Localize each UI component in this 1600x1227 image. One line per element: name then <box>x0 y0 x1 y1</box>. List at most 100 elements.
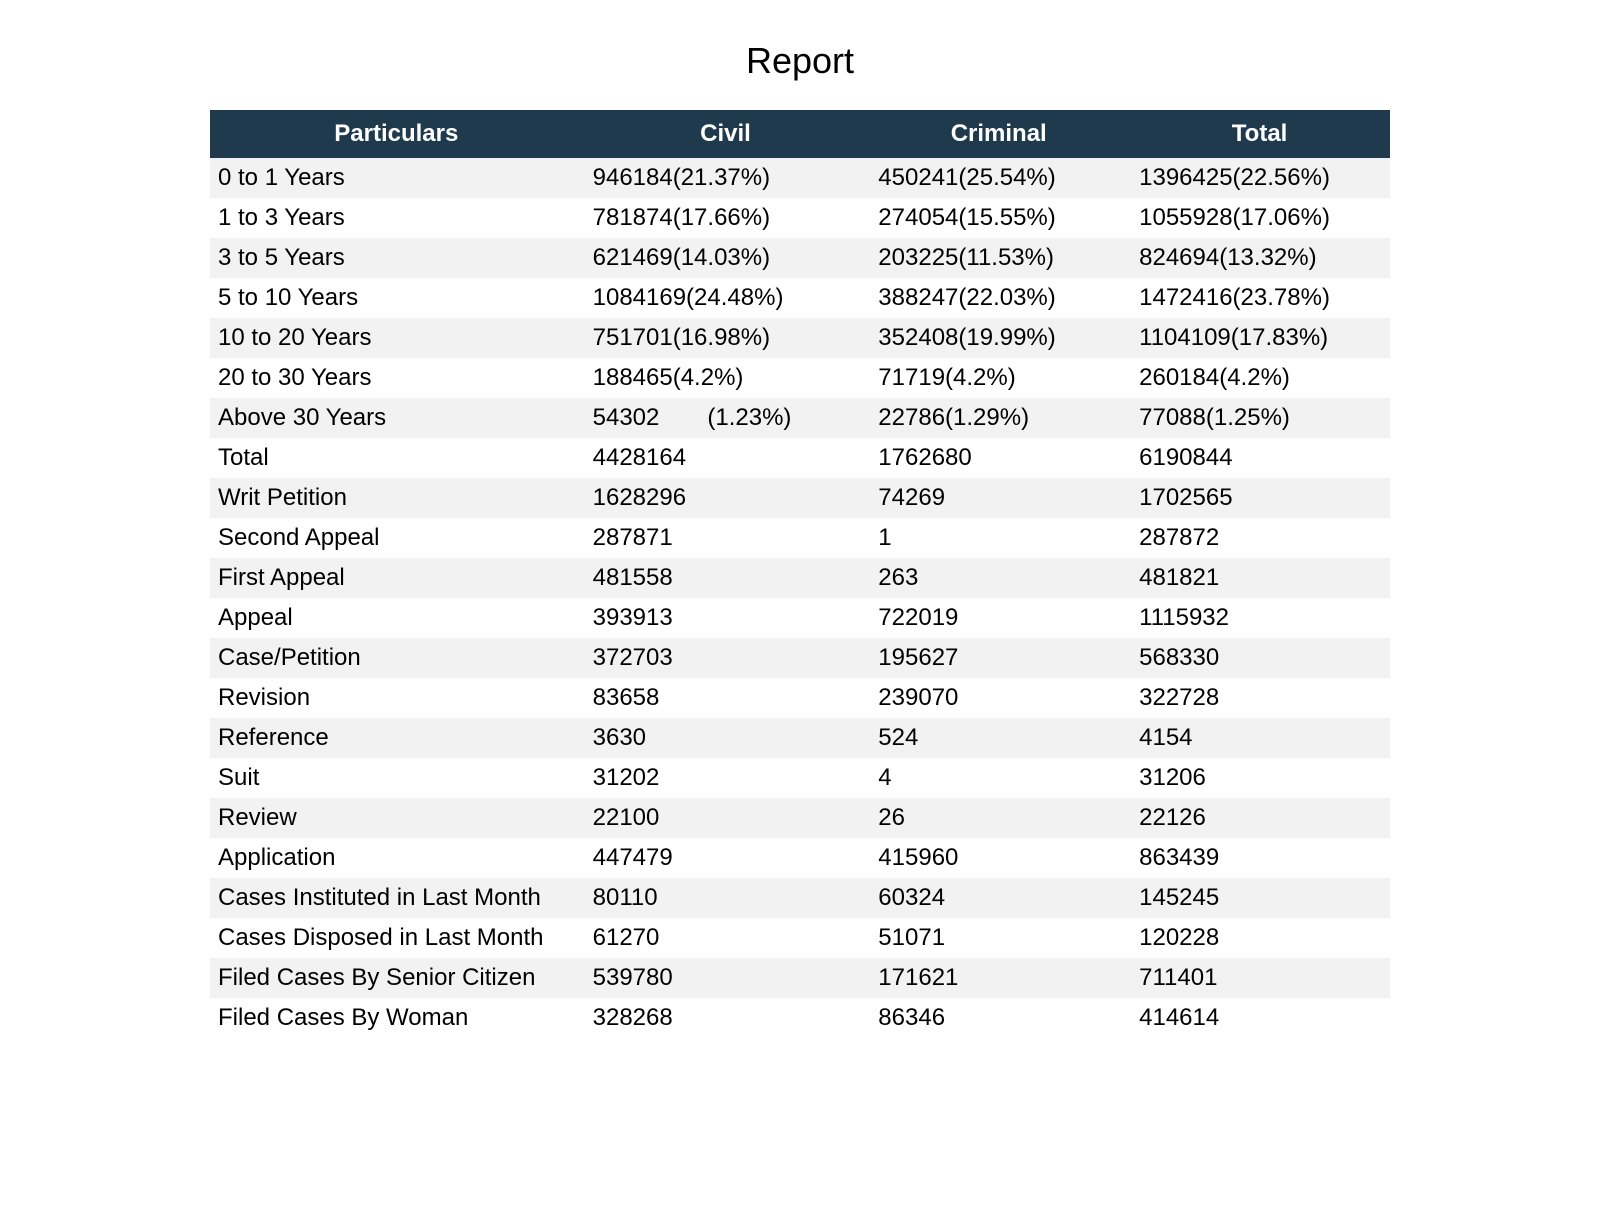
cell-particulars: Above 30 Years <box>210 398 583 438</box>
cell-total: 287872 <box>1129 518 1390 558</box>
header-particulars: Particulars <box>210 110 583 158</box>
table-row: 5 to 10 Years1084169(24.48%)388247(22.03… <box>210 278 1390 318</box>
table-row: Appeal3939137220191115932 <box>210 598 1390 638</box>
table-row: Writ Petition1628296742691702565 <box>210 478 1390 518</box>
cell-total: 1396425(22.56%) <box>1129 158 1390 198</box>
table-row: Above 30 Years54302 (1.23%)22786(1.29%)7… <box>210 398 1390 438</box>
cell-civil: 393913 <box>583 598 869 638</box>
cell-total: 414614 <box>1129 998 1390 1038</box>
cell-particulars: Total <box>210 438 583 478</box>
cell-total: 568330 <box>1129 638 1390 678</box>
cell-criminal: 1762680 <box>868 438 1129 478</box>
cell-particulars: Suit <box>210 758 583 798</box>
cell-criminal: 1 <box>868 518 1129 558</box>
cell-particulars: Filed Cases By Woman <box>210 998 583 1038</box>
cell-criminal: 263 <box>868 558 1129 598</box>
cell-particulars: 1 to 3 Years <box>210 198 583 238</box>
cell-civil: 83658 <box>583 678 869 718</box>
cell-criminal: 239070 <box>868 678 1129 718</box>
table-row: Case/Petition372703195627568330 <box>210 638 1390 678</box>
cell-criminal: 22786(1.29%) <box>868 398 1129 438</box>
cell-civil: 22100 <box>583 798 869 838</box>
cell-civil: 61270 <box>583 918 869 958</box>
cell-particulars: 20 to 30 Years <box>210 358 583 398</box>
table-row: Filed Cases By Senior Citizen53978017162… <box>210 958 1390 998</box>
cell-total: 31206 <box>1129 758 1390 798</box>
cell-particulars: Review <box>210 798 583 838</box>
table-row: Suit31202431206 <box>210 758 1390 798</box>
cell-total: 77088(1.25%) <box>1129 398 1390 438</box>
cell-civil: 4428164 <box>583 438 869 478</box>
cell-criminal: 203225(11.53%) <box>868 238 1129 278</box>
table-row: 3 to 5 Years621469(14.03%)203225(11.53%)… <box>210 238 1390 278</box>
cell-particulars: Cases Instituted in Last Month <box>210 878 583 918</box>
cell-civil: 287871 <box>583 518 869 558</box>
table-row: 0 to 1 Years946184(21.37%)450241(25.54%)… <box>210 158 1390 198</box>
table-row: Reference36305244154 <box>210 718 1390 758</box>
cell-total: 824694(13.32%) <box>1129 238 1390 278</box>
report-table: Particulars Civil Criminal Total 0 to 1 … <box>210 110 1390 1038</box>
cell-criminal: 274054(15.55%) <box>868 198 1129 238</box>
cell-particulars: Application <box>210 838 583 878</box>
cell-particulars: Appeal <box>210 598 583 638</box>
cell-particulars: Filed Cases By Senior Citizen <box>210 958 583 998</box>
report-container: Report Particulars Civil Criminal Total … <box>210 40 1390 1038</box>
cell-criminal: 51071 <box>868 918 1129 958</box>
cell-total: 4154 <box>1129 718 1390 758</box>
cell-civil: 31202 <box>583 758 869 798</box>
cell-civil: 328268 <box>583 998 869 1038</box>
cell-particulars: Case/Petition <box>210 638 583 678</box>
cell-criminal: 74269 <box>868 478 1129 518</box>
cell-total: 120228 <box>1129 918 1390 958</box>
cell-total: 1702565 <box>1129 478 1390 518</box>
cell-particulars: Reference <box>210 718 583 758</box>
cell-criminal: 4 <box>868 758 1129 798</box>
cell-particulars: Cases Disposed in Last Month <box>210 918 583 958</box>
table-row: 20 to 30 Years188465(4.2%)71719(4.2%)260… <box>210 358 1390 398</box>
cell-particulars: 0 to 1 Years <box>210 158 583 198</box>
cell-total: 1472416(23.78%) <box>1129 278 1390 318</box>
cell-particulars: First Appeal <box>210 558 583 598</box>
header-civil: Civil <box>583 110 869 158</box>
table-row: Review221002622126 <box>210 798 1390 838</box>
cell-total: 322728 <box>1129 678 1390 718</box>
cell-criminal: 450241(25.54%) <box>868 158 1129 198</box>
cell-criminal: 352408(19.99%) <box>868 318 1129 358</box>
cell-total: 711401 <box>1129 958 1390 998</box>
table-row: Cases Disposed in Last Month612705107112… <box>210 918 1390 958</box>
header-criminal: Criminal <box>868 110 1129 158</box>
cell-criminal: 171621 <box>868 958 1129 998</box>
report-title: Report <box>210 40 1390 82</box>
cell-particulars: 10 to 20 Years <box>210 318 583 358</box>
cell-criminal: 60324 <box>868 878 1129 918</box>
cell-civil: 539780 <box>583 958 869 998</box>
cell-total: 6190844 <box>1129 438 1390 478</box>
cell-criminal: 388247(22.03%) <box>868 278 1129 318</box>
cell-criminal: 86346 <box>868 998 1129 1038</box>
cell-civil: 621469(14.03%) <box>583 238 869 278</box>
cell-civil: 372703 <box>583 638 869 678</box>
cell-total: 145245 <box>1129 878 1390 918</box>
cell-criminal: 415960 <box>868 838 1129 878</box>
cell-particulars: Writ Petition <box>210 478 583 518</box>
cell-civil: 1084169(24.48%) <box>583 278 869 318</box>
cell-civil: 946184(21.37%) <box>583 158 869 198</box>
cell-particulars: 5 to 10 Years <box>210 278 583 318</box>
table-row: Filed Cases By Woman32826886346414614 <box>210 998 1390 1038</box>
cell-criminal: 524 <box>868 718 1129 758</box>
table-row: Second Appeal2878711287872 <box>210 518 1390 558</box>
table-row: Cases Instituted in Last Month8011060324… <box>210 878 1390 918</box>
cell-particulars: Second Appeal <box>210 518 583 558</box>
table-header-row: Particulars Civil Criminal Total <box>210 110 1390 158</box>
cell-civil: 481558 <box>583 558 869 598</box>
cell-particulars: 3 to 5 Years <box>210 238 583 278</box>
table-body: 0 to 1 Years946184(21.37%)450241(25.54%)… <box>210 158 1390 1038</box>
cell-civil: 1628296 <box>583 478 869 518</box>
cell-civil: 751701(16.98%) <box>583 318 869 358</box>
cell-total: 481821 <box>1129 558 1390 598</box>
cell-civil: 80110 <box>583 878 869 918</box>
cell-civil: 447479 <box>583 838 869 878</box>
table-row: Application447479415960863439 <box>210 838 1390 878</box>
table-row: First Appeal481558263481821 <box>210 558 1390 598</box>
header-total: Total <box>1129 110 1390 158</box>
